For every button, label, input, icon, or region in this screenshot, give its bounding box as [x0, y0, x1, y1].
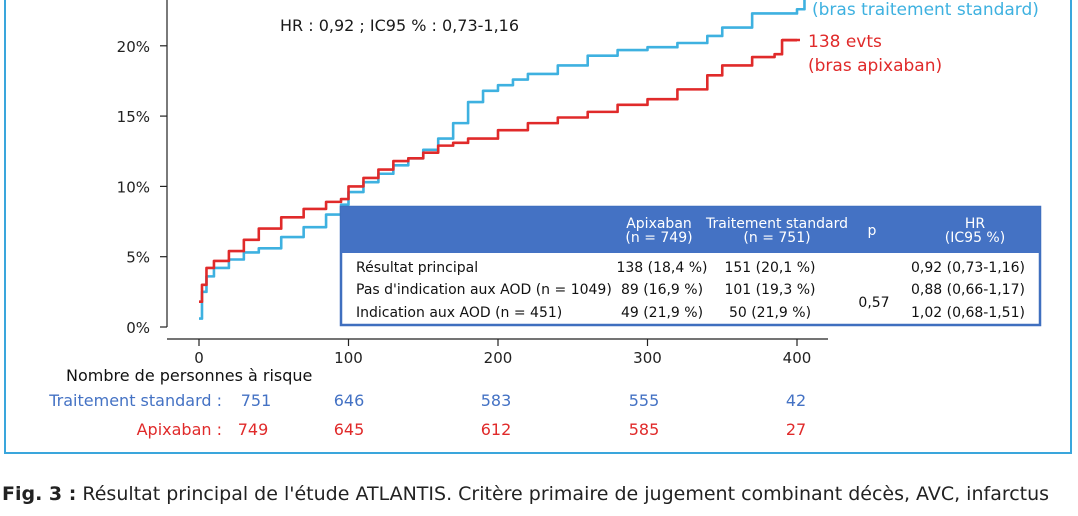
table-header-cell-sub: (n = 751) [743, 230, 810, 246]
series-line-apixaban [199, 38, 797, 303]
table-cell-hr: 1,02 (0,68-1,51) [911, 305, 1025, 321]
risk-row-label: Traitement standard : [48, 391, 222, 410]
risk-value: 583 [481, 391, 512, 410]
risk-row-label: Apixaban : [137, 420, 222, 439]
risk-value: 751 [241, 391, 272, 410]
table-row-label: Résultat principal [356, 260, 478, 276]
y-tick-label: 0% [126, 319, 150, 337]
table-cell-hr: 0,92 (0,73-1,16) [911, 260, 1025, 276]
series-events-apixaban: 138 evts [808, 32, 882, 52]
results-table-header-bg [341, 207, 1040, 253]
table-cell-standard: 50 (21,9 %) [729, 305, 811, 321]
risk-value: 585 [629, 420, 660, 439]
risk-value: 42 [786, 391, 806, 410]
series-label-standard: (bras traitement standard) [812, 0, 1039, 20]
risk-title: Nombre de personnes à risque [66, 366, 312, 385]
series-label-apixaban: (bras apixaban) [808, 56, 942, 76]
risk-value: 555 [629, 391, 660, 410]
table-header-cell: HR [965, 216, 986, 232]
y-tick-label: 10% [117, 178, 150, 196]
table-row-label: Indication aux AOD (n = 451) [356, 305, 562, 321]
table-cell-p: 0,57 [858, 295, 889, 311]
table-header-cell: Apixaban [626, 216, 692, 232]
risk-value: 27 [786, 420, 806, 439]
table-row-label: Pas d'indication aux AOD (n = 1049) [356, 282, 612, 298]
y-tick-label: 15% [117, 108, 150, 126]
risk-value: 645 [334, 420, 365, 439]
x-tick-label: 100 [334, 349, 363, 367]
figure-caption: Fig. 3 : Résultat principal de l'étude A… [2, 483, 1049, 505]
caption-label: Fig. 3 : [2, 483, 77, 505]
table-header-cell: p [868, 223, 877, 239]
hr-annotation: HR : 0,92 ; IC95 % : 0,73-1,16 [280, 16, 519, 35]
table-header-cell: Traitement standard [705, 216, 848, 232]
table-cell-standard: 151 (20,1 %) [724, 260, 815, 276]
x-tick-label: 0 [194, 349, 204, 367]
table-header-cell-sub: (IC95 %) [945, 230, 1005, 246]
km-chart: 0% 5% 10% 15% 20% 0 100 200 300 400 HR : 0,92 ; I… [48, 0, 1042, 439]
x-tick-label: 400 [783, 349, 812, 367]
risk-value: 749 [238, 420, 269, 439]
x-tick-label: 300 [633, 349, 662, 367]
table-cell-apixaban: 49 (21,9 %) [621, 305, 703, 321]
x-tick-label: 200 [484, 349, 513, 367]
table-cell-apixaban: 138 (18,4 %) [616, 260, 707, 276]
risk-table: Nombre de personnes à risque Traitement s… [48, 366, 806, 439]
table-cell-apixaban: 89 (16,9 %) [621, 282, 703, 298]
table-header-cell-sub: (n = 749) [625, 230, 692, 246]
table-cell-hr: 0,88 (0,66-1,17) [911, 282, 1025, 298]
table-cell-standard: 101 (19,3 %) [724, 282, 815, 298]
y-tick-label: 20% [117, 38, 150, 56]
risk-value: 612 [481, 420, 512, 439]
y-tick-label: 5% [126, 249, 150, 267]
risk-value: 646 [334, 391, 365, 410]
results-table: Apixaban(n = 749) Traitement standard(n =… [339, 205, 1042, 327]
caption-text: Résultat principal de l'étude ATLANTIS. … [76, 483, 1050, 505]
